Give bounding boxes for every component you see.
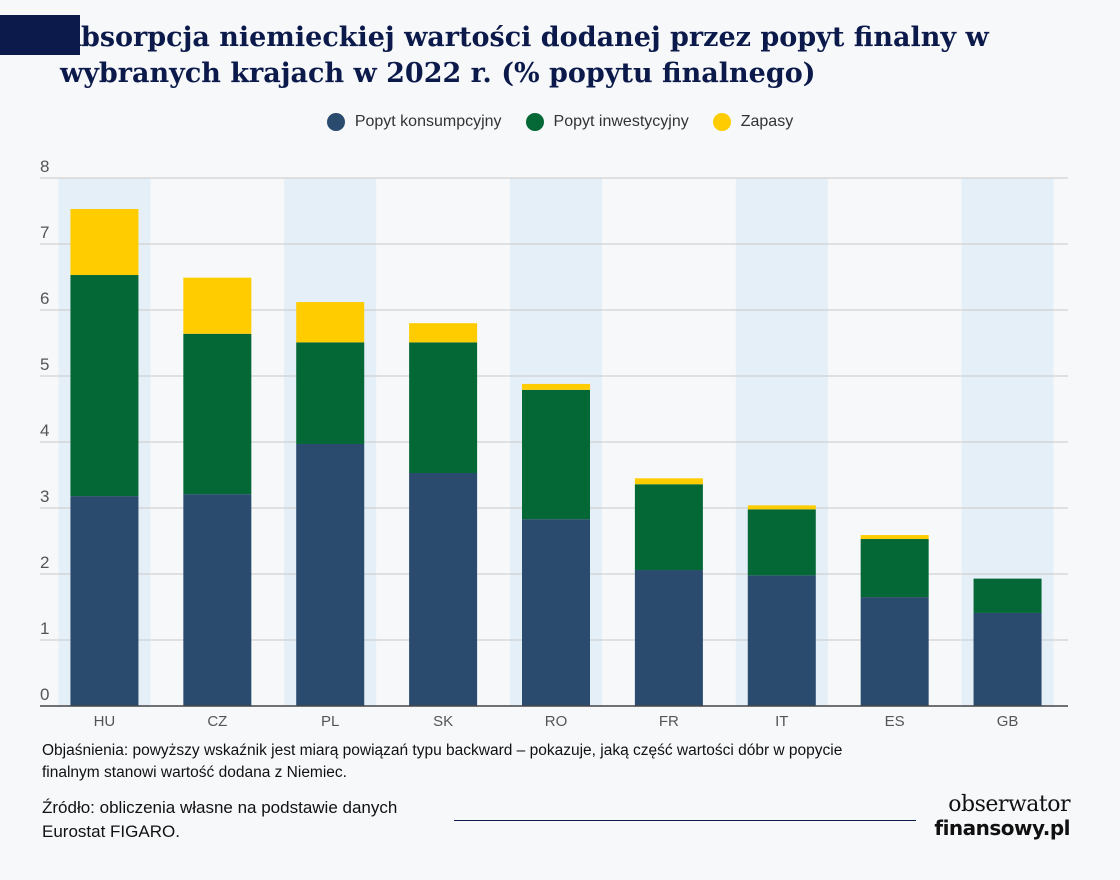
y-tick-label-4: 4 (40, 421, 49, 440)
bar-sk-series-0 (409, 473, 478, 706)
bar-ro-series-0 (522, 519, 590, 706)
logo-bottom-text: finansowy.pl (934, 816, 1070, 840)
source-divider (454, 820, 916, 821)
legend-item-investment[interactable]: Popyt inwestycyjny (525, 113, 689, 131)
bar-cz-series-0 (183, 494, 252, 706)
chart-title: Absorpcja niemieckiej wartości dodanej p… (60, 22, 989, 89)
legend-swatch-investment (525, 113, 544, 131)
bar-fr-series-2 (634, 478, 703, 485)
bar-hu-series-2 (70, 209, 139, 276)
legend-swatch-inventories (712, 113, 731, 131)
x-tick-label-fr: FR (659, 713, 679, 730)
bar-hu-series-1 (70, 275, 139, 497)
legend-item-consumption[interactable]: Popyt konsumpcyjny (326, 113, 502, 131)
x-tick-label-it: IT (775, 713, 788, 730)
bar-pl-series-2 (296, 302, 365, 343)
y-tick-label-2: 2 (40, 553, 49, 572)
y-tick-label-0: 0 (40, 685, 49, 704)
bar-hu-series-0 (70, 496, 139, 706)
y-tick-label-6: 6 (40, 289, 49, 308)
x-tick-label-pl: PL (321, 713, 339, 730)
y-tick-label-3: 3 (40, 487, 49, 506)
x-tick-label-sk: SK (433, 713, 453, 730)
bar-es-series-0 (860, 597, 929, 706)
logo-top-text: obserwator (948, 792, 1070, 817)
explanation-note: Objaśnienia: powyższy wskaźnik jest miar… (42, 742, 843, 781)
x-tick-label-ro: RO (545, 713, 568, 730)
legend: Popyt konsumpcyjny Popyt inwestycyjny Za… (0, 113, 1120, 131)
x-tick-label-gb: GB (997, 713, 1019, 730)
bar-it-series-0 (747, 575, 816, 706)
y-tick-label-5: 5 (40, 355, 49, 374)
legend-label-inventories: Zapasy (740, 113, 794, 130)
legend-swatch-consumption (326, 113, 345, 131)
publisher-logo[interactable]: obserwator finansowy.pl (930, 792, 1070, 841)
bar-ro-series-2 (522, 383, 590, 390)
y-tick-label-8: 8 (40, 157, 49, 176)
x-tick-label-hu: HU (94, 713, 116, 730)
bar-fr-series-0 (634, 570, 703, 706)
y-tick-label-7: 7 (40, 223, 49, 242)
bar-sk-series-1 (409, 342, 478, 474)
legend-item-inventories[interactable]: Zapasy (712, 113, 794, 131)
bar-it-series-2 (747, 505, 816, 510)
bar-pl-series-1 (296, 342, 365, 444)
bar-gb-series-1 (973, 578, 1042, 613)
bar-cz-series-1 (183, 333, 252, 495)
stacked-bar-chart: 0 1 2 3 4 5 6 7 8 HU CZ PL SK RO FR IT ES GB (40, 157, 1068, 730)
x-tick-label-es: ES (885, 713, 905, 730)
y-tick-label-1: 1 (40, 619, 49, 638)
bar-ro-series-1 (522, 389, 590, 520)
bar-fr-series-1 (634, 484, 703, 571)
bar-es-series-1 (860, 539, 929, 598)
legend-label-investment: Popyt inwestycyjny (553, 113, 689, 130)
bar-it-series-1 (747, 509, 816, 576)
source-text: Źródło: obliczenia własne na podstawie d… (42, 798, 398, 841)
corner-accent-block (0, 15, 80, 55)
bar-gb-series-0 (973, 612, 1042, 706)
bar-cz-series-2 (183, 277, 252, 334)
bar-sk-series-2 (409, 323, 478, 343)
bar-es-series-2 (860, 535, 929, 540)
legend-label-consumption: Popyt konsumpcyjny (354, 113, 502, 130)
bar-pl-series-0 (296, 443, 365, 706)
x-tick-label-cz: CZ (207, 713, 227, 730)
